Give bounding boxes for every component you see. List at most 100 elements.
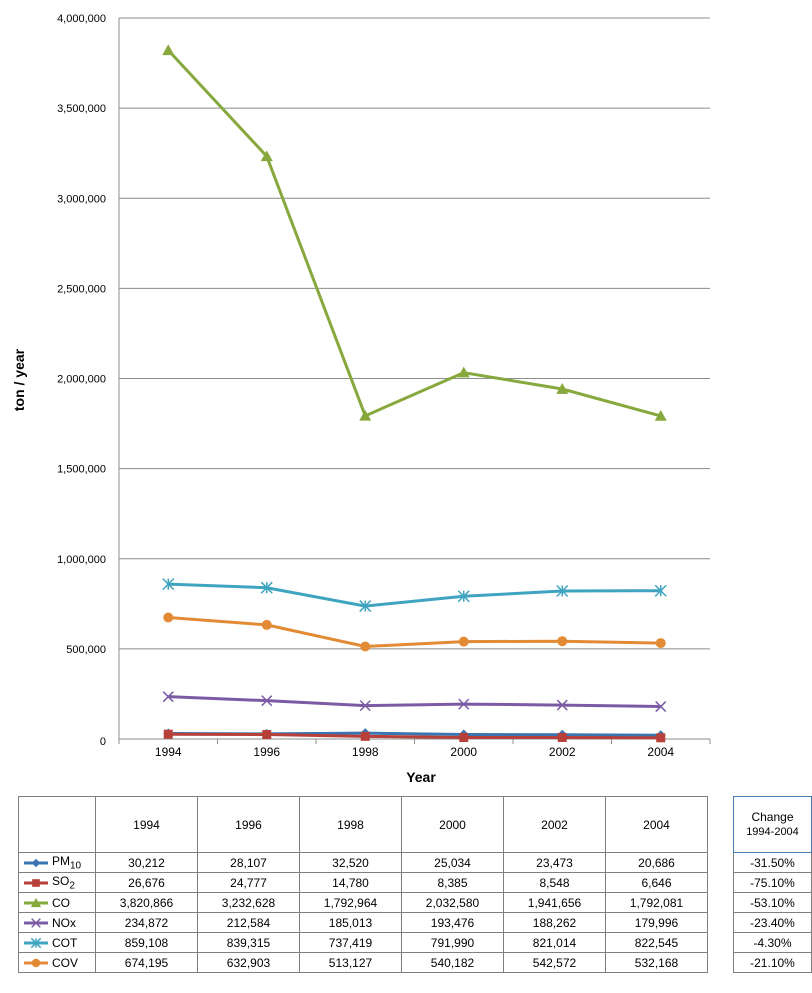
table-row-cov: COV 674,195 632,903 513,127 540,182 542,572 53… bbox=[18, 952, 708, 973]
change-row: -23.40% bbox=[733, 912, 812, 933]
x-tick-label: 1996 bbox=[253, 745, 280, 759]
data-point bbox=[457, 590, 470, 603]
table-cell: 2,032,580 bbox=[401, 892, 504, 913]
legend-key-nox bbox=[24, 918, 48, 928]
marker-stroke bbox=[556, 699, 568, 711]
change-value: -75.10% bbox=[733, 872, 812, 893]
data-point bbox=[655, 638, 666, 649]
table-cell: 26,676 bbox=[95, 872, 198, 893]
legend-marker bbox=[30, 897, 42, 907]
legend-key-cell: CO bbox=[18, 892, 96, 913]
table-cell: 25,034 bbox=[401, 852, 504, 873]
legend-label-subscript: 10 bbox=[70, 860, 82, 872]
data-point bbox=[654, 409, 667, 421]
marker-stroke bbox=[261, 695, 273, 707]
table-cell: 1,941,656 bbox=[503, 892, 606, 913]
data-point bbox=[459, 732, 469, 742]
x-tick-label: 1994 bbox=[155, 745, 182, 759]
data-point bbox=[359, 700, 371, 712]
data-point bbox=[458, 698, 470, 710]
axes: 0 500,000 1,000,000 1,500,000 2,000,000 2,500… bbox=[57, 13, 711, 759]
legend-marker bbox=[32, 878, 40, 887]
table-year-header: 1998 bbox=[299, 796, 402, 853]
table-year-header: 2002 bbox=[503, 796, 606, 853]
change-header-title: Change bbox=[751, 809, 794, 824]
x-tick-label: 2004 bbox=[647, 745, 674, 759]
change-header: Change 1994-2004 bbox=[733, 796, 812, 853]
data-table: 1994 1996 1998 2000 2002 2004 PM10 30,212 28,10… bbox=[18, 796, 708, 973]
table-cell: 859,108 bbox=[95, 932, 198, 953]
data-point bbox=[162, 44, 175, 56]
table-cell: 6,646 bbox=[605, 872, 708, 893]
table-cell: 212,584 bbox=[197, 912, 300, 933]
change-value: -21.10% bbox=[733, 952, 812, 973]
series-line-cot bbox=[168, 582, 661, 608]
table-cell: 8,548 bbox=[503, 872, 606, 893]
legend-key-cell: PM10 bbox=[18, 852, 96, 873]
table-cell: 737,419 bbox=[299, 932, 402, 953]
table-cell: 821,014 bbox=[503, 932, 606, 953]
series-line-so2 bbox=[168, 732, 661, 740]
table-cell: 542,572 bbox=[503, 952, 606, 973]
table-cell: 14,780 bbox=[299, 872, 402, 893]
data-point bbox=[557, 732, 567, 742]
data-point bbox=[162, 578, 175, 591]
series-line-nox bbox=[168, 695, 661, 709]
data-point bbox=[360, 641, 371, 652]
data-point bbox=[654, 584, 667, 597]
marker-stroke bbox=[655, 701, 667, 713]
data-point bbox=[359, 600, 372, 613]
table-cell: 8,385 bbox=[401, 872, 504, 893]
legend-label: PM10 bbox=[52, 853, 82, 872]
data-point bbox=[163, 729, 173, 739]
series-so2 bbox=[163, 729, 666, 743]
series-co bbox=[162, 44, 667, 421]
legend-marker bbox=[31, 918, 41, 928]
table-cell: 30,212 bbox=[95, 852, 198, 873]
series-lines bbox=[162, 44, 667, 743]
legend-label: COT bbox=[52, 935, 78, 950]
table-cell: 532,168 bbox=[605, 952, 708, 973]
table-cell: 822,545 bbox=[605, 932, 708, 953]
table-cell: 513,127 bbox=[299, 952, 402, 973]
table-cell: 185,013 bbox=[299, 912, 402, 933]
change-row: -4.30% bbox=[733, 932, 812, 953]
data-point bbox=[260, 150, 273, 162]
data-point bbox=[556, 699, 568, 711]
legend-key-cell: COT bbox=[18, 932, 96, 953]
table-cell: 20,686 bbox=[605, 852, 708, 873]
table-cell: 3,820,866 bbox=[95, 892, 198, 913]
legend-marker bbox=[30, 937, 42, 949]
data-point bbox=[557, 636, 568, 647]
table-cell: 234,872 bbox=[95, 912, 198, 933]
legend-marker bbox=[31, 958, 41, 968]
legend-key-cot bbox=[24, 937, 48, 949]
data-point bbox=[359, 409, 372, 421]
marker-stroke bbox=[359, 700, 371, 712]
table-cell: 24,777 bbox=[197, 872, 300, 893]
grid-lines bbox=[119, 17, 710, 650]
x-axis-title: Year bbox=[406, 769, 436, 785]
legend-key-cov bbox=[24, 958, 48, 968]
y-tick-label: 3,000,000 bbox=[57, 193, 106, 205]
y-tick-label: 1,000,000 bbox=[57, 554, 106, 566]
table-cell: 674,195 bbox=[95, 952, 198, 973]
y-tick-label: 3,500,000 bbox=[57, 103, 106, 115]
change-row: -21.10% bbox=[733, 952, 812, 973]
marker-stroke bbox=[162, 691, 174, 703]
data-point bbox=[457, 366, 470, 378]
table-row-co: CO 3,820,866 3,232,628 1,792,964 2,032,580 1,… bbox=[18, 892, 708, 913]
data-point bbox=[556, 383, 569, 394]
table-year-header: 1994 bbox=[95, 796, 198, 853]
legend-label: CO bbox=[52, 895, 70, 910]
table-corner-cell bbox=[18, 796, 96, 853]
table-cell: 791,990 bbox=[401, 932, 504, 953]
x-tick-label: 2000 bbox=[450, 745, 477, 759]
legend-key-pm10 bbox=[24, 858, 48, 867]
y-tick-label: 0 bbox=[100, 736, 106, 748]
change-row: -53.10% bbox=[733, 892, 812, 913]
table-cell: 632,903 bbox=[197, 952, 300, 973]
legend-key-cell: SO2 bbox=[18, 872, 96, 893]
legend-key-cell: COV bbox=[18, 952, 96, 973]
change-value: -23.40% bbox=[733, 912, 812, 933]
